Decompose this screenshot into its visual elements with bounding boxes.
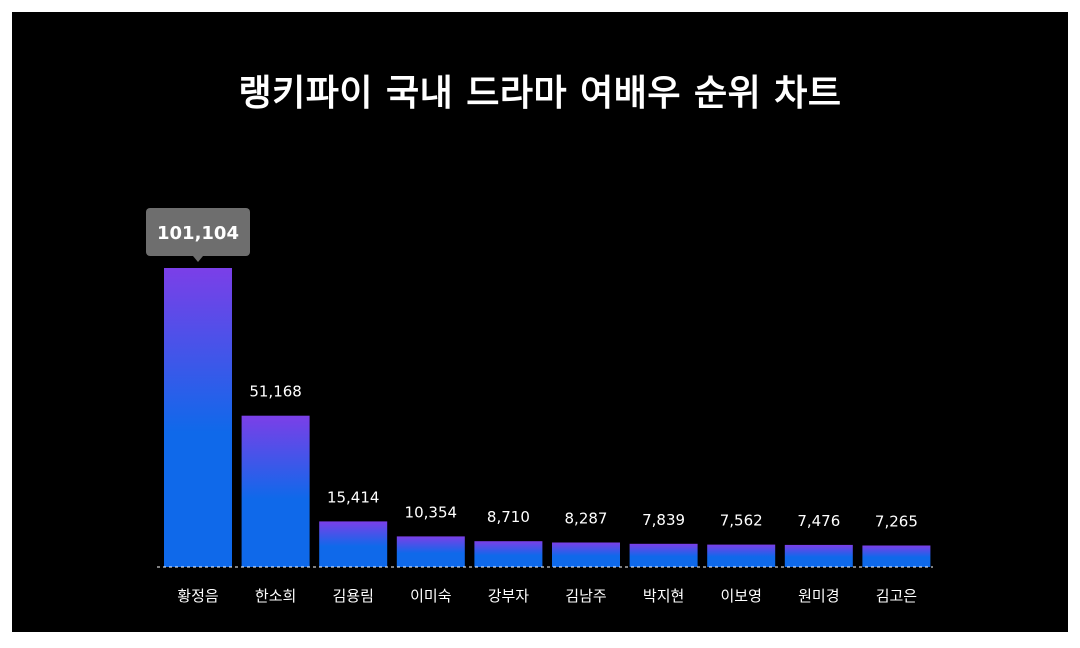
tooltip-box [146,208,250,256]
bar-1[interactable] [164,268,232,567]
bar-value-label: 8,710 [487,508,530,526]
highlight-tooltip: 101,104 [146,208,250,262]
bar-value-label: 7,265 [875,513,918,531]
bar-2[interactable] [241,415,310,567]
x-tick-label: 김용림 [332,587,373,605]
bar-value-label: 7,476 [797,512,840,530]
x-tick-label: 이보영 [720,587,761,605]
x-tick-label: 황정음 [177,587,218,605]
x-tick-label: 김남주 [565,587,606,605]
bar-5[interactable] [474,541,543,567]
bars [164,268,931,568]
x-tick-label: 원미경 [798,587,839,605]
chart-title: 랭키파이 국내 드라마 여배우 순위 차트 [238,73,842,114]
bar-value-label: 10,354 [405,503,458,521]
bar-7[interactable] [629,543,698,567]
tooltip-pointer [193,256,203,262]
x-axis-tick-labels: 황정음 한소희 김용림 이미숙 강부자 김남주 박지현 이보영 원미경 김고은 [177,587,917,605]
bar-9[interactable] [784,544,853,567]
x-tick-label: 한소희 [255,587,296,605]
bar-value-label: 101,104 [157,223,239,244]
x-tick-label: 이미숙 [410,587,451,605]
value-labels: 101,104 51,168 15,414 10,354 8,710 8,287 7,839… [146,208,918,531]
bar-value-label: 7,839 [642,511,685,529]
x-tick-label: 강부자 [488,587,530,605]
bar-10[interactable] [862,545,931,568]
x-tick-label: 박지현 [643,587,684,605]
bar-4[interactable] [396,536,465,567]
bar-value-label: 15,414 [327,488,380,506]
bar-value-label: 8,287 [565,509,608,527]
bar-value-label: 7,562 [720,512,763,530]
bar-3[interactable] [319,521,388,567]
bar-value-label: 51,168 [249,383,302,401]
x-tick-label: 김고은 [876,587,917,605]
bar-8[interactable] [707,544,776,567]
bar-6[interactable] [552,542,620,568]
